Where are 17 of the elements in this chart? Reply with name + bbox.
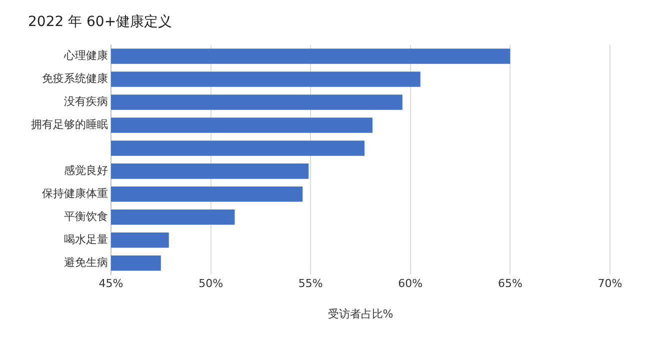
chart-title: 2022 年 60+健康定义: [28, 14, 172, 30]
y-tick-label: 避免生病: [64, 256, 108, 269]
x-axis-title: 受访者占比%: [328, 307, 394, 320]
y-tick-label: 平衡饮食: [64, 210, 108, 224]
x-tick-label: 60%: [398, 277, 423, 290]
y-tick-label: 喝水足量: [64, 232, 108, 246]
y-tick-label: 没有疾病: [64, 95, 108, 108]
x-tick-label: 70%: [598, 277, 622, 290]
y-tick-label: 免疫系统健康: [42, 72, 108, 86]
x-tick-label: 50%: [198, 277, 224, 290]
y-tick-label: 感觉良好: [64, 164, 108, 178]
x-tick-label: 65%: [498, 277, 522, 290]
y-tick-label: 保持健康体重: [42, 187, 108, 200]
x-tick-label: 55%: [298, 277, 323, 290]
x-tick-label: 45%: [98, 277, 124, 290]
y-tick-label: 心理健康: [63, 49, 108, 62]
y-tick-label: 拥有足够的睡眠: [31, 118, 108, 132]
